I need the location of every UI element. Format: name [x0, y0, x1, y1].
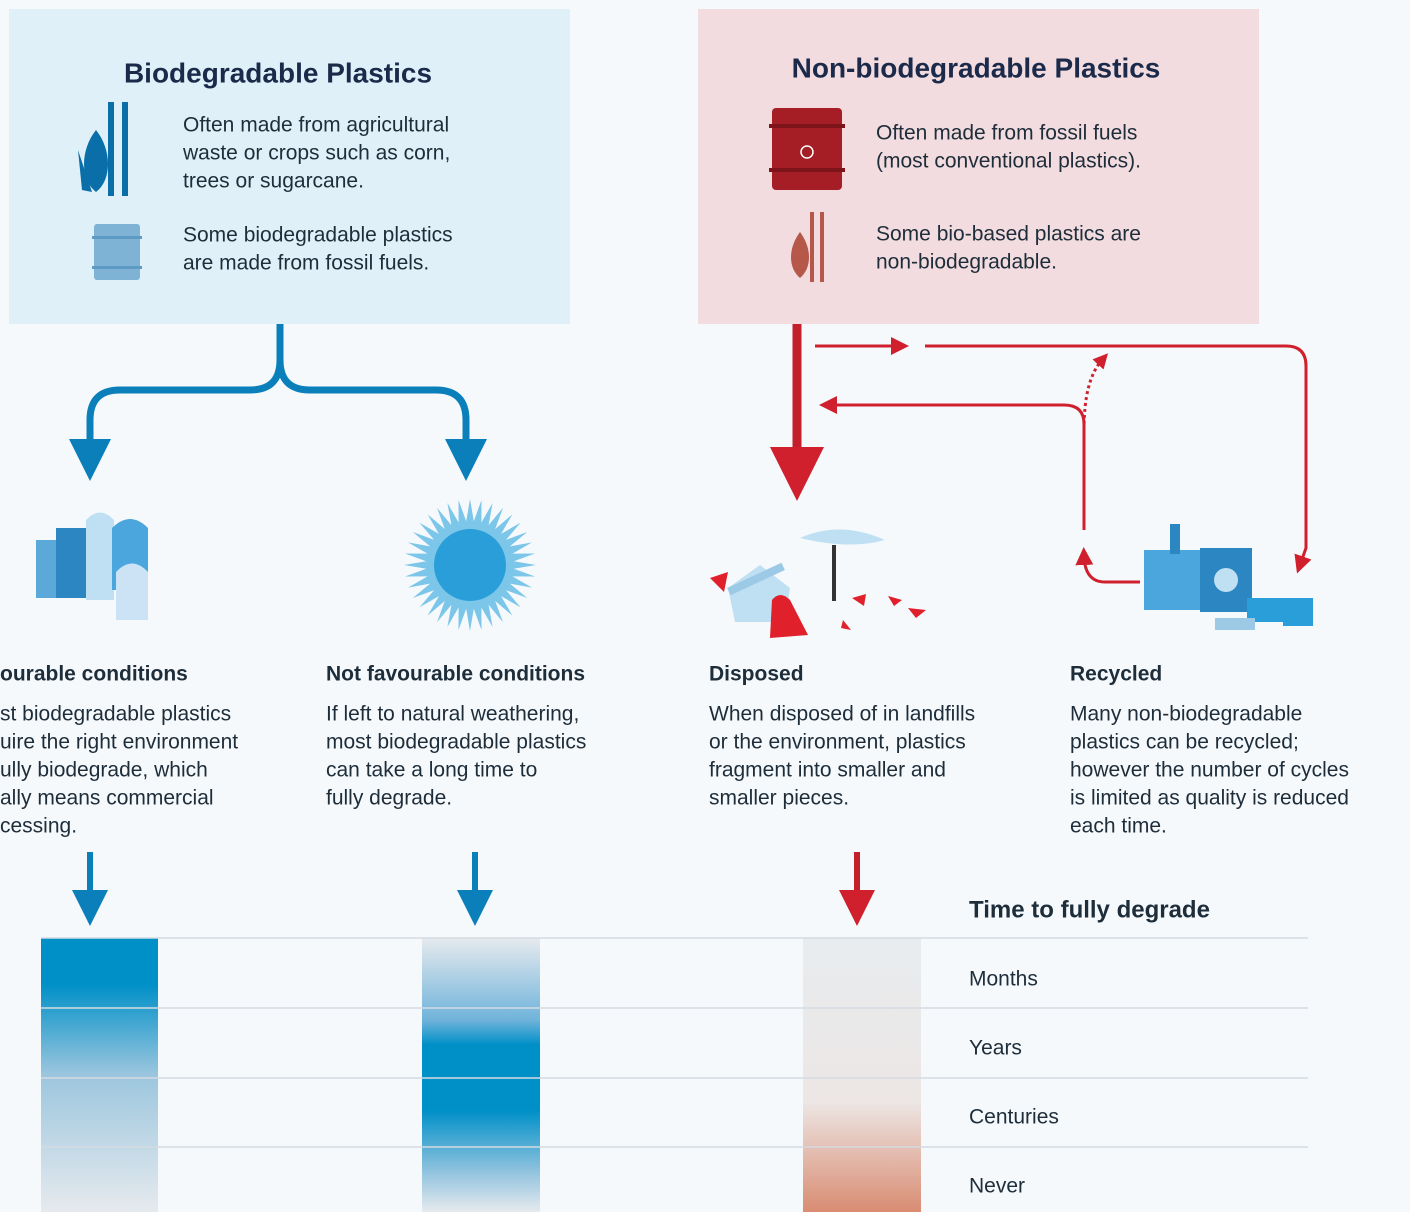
outcome-text: uire the right environment	[0, 731, 238, 754]
panel-text: (most conventional plastics).	[876, 150, 1141, 173]
arrow	[925, 346, 1306, 565]
degradation-bar	[422, 938, 540, 1212]
outcome-heading: Recycled	[1070, 663, 1162, 686]
legend-level: Never	[969, 1175, 1025, 1198]
outcome-heading: Not favourable conditions	[326, 663, 585, 686]
arrow	[1084, 556, 1140, 582]
outcome-text: If left to natural weathering,	[326, 703, 579, 726]
panel-text: Often made from fossil fuels	[876, 122, 1137, 145]
outcome-text: fully degrade.	[326, 787, 452, 810]
panel-text: trees or sugarcane.	[183, 170, 364, 193]
sun-icon	[404, 499, 536, 631]
legend-level: Years	[969, 1037, 1022, 1060]
panel-title: Non-biodegradable Plastics	[792, 52, 1161, 83]
legend-level: Centuries	[969, 1106, 1059, 1129]
panel-text: Often made from agricultural	[183, 114, 449, 137]
outcome-text: is limited as quality is reduced	[1070, 787, 1349, 810]
outcome-text: st biodegradable plastics	[0, 703, 231, 726]
degradation-bar	[803, 938, 921, 1212]
arrow	[828, 405, 1084, 530]
degradation-bar	[41, 938, 158, 1212]
outcome-text: ully biodegrade, which	[0, 759, 208, 782]
outcome-text: however the number of cycles	[1070, 759, 1349, 782]
outcome-text: plastics can be recycled;	[1070, 731, 1299, 754]
panel-title: Biodegradable Plastics	[124, 57, 432, 88]
panel-text: waste or crops such as corn,	[182, 142, 450, 165]
outcome-heading: ourable conditions	[0, 663, 188, 686]
barrel-icon	[92, 224, 142, 280]
panel-text: Some biodegradable plastics	[183, 224, 453, 247]
outcome-text: cessing.	[0, 815, 77, 838]
outcome-text: smaller pieces.	[709, 787, 849, 810]
outcome-text: ally means commercial	[0, 787, 214, 810]
legend-level: Months	[969, 968, 1038, 991]
outcome-text: Many non-biodegradable	[1070, 703, 1302, 726]
arrow	[90, 324, 280, 460]
outcome-text: When disposed of in landfills	[709, 703, 975, 726]
outcome-text: or the environment, plastics	[709, 731, 966, 754]
litter-icon	[710, 529, 926, 638]
panel-text: Some bio-based plastics are	[876, 223, 1141, 246]
outcome-text: most biodegradable plastics	[326, 731, 586, 754]
arrow	[1084, 360, 1102, 430]
outcome-text: can take a long time to	[326, 759, 537, 782]
outcome-heading: Disposed	[709, 663, 804, 686]
infographic: Biodegradable Plastics Often made from ag…	[0, 0, 1410, 1212]
recycling-factory-icon	[1144, 524, 1313, 630]
arrow	[280, 360, 466, 460]
panel-text: are made from fossil fuels.	[183, 252, 429, 275]
panel-text: non-biodegradable.	[876, 251, 1057, 274]
compost-facility-icon	[36, 513, 148, 621]
legend-title: Time to fully degrade	[969, 896, 1210, 923]
outcome-text: each time.	[1070, 815, 1167, 838]
outcome-text: fragment into smaller and	[709, 759, 946, 782]
barrel-icon	[769, 108, 845, 190]
page: Biodegradable Plastics Often made from ag…	[0, 0, 1410, 1212]
